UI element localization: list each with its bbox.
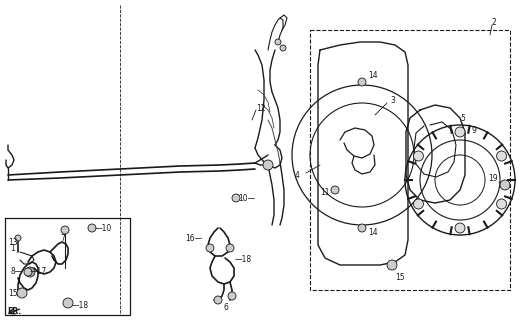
Text: 11: 11: [320, 188, 329, 196]
Text: 15: 15: [395, 274, 405, 283]
Circle shape: [24, 268, 32, 276]
Circle shape: [232, 194, 240, 202]
Circle shape: [414, 151, 424, 161]
Circle shape: [15, 235, 21, 241]
Text: 14: 14: [368, 70, 378, 79]
Circle shape: [275, 39, 281, 45]
Circle shape: [358, 224, 366, 232]
Text: 7: 7: [60, 234, 65, 243]
Text: 5: 5: [460, 114, 465, 123]
Circle shape: [414, 199, 424, 209]
Text: 2: 2: [492, 18, 497, 27]
Circle shape: [226, 244, 234, 252]
Circle shape: [500, 180, 510, 190]
Text: 10—: 10—: [238, 194, 255, 203]
Circle shape: [497, 199, 506, 209]
Text: 4: 4: [295, 171, 300, 180]
Circle shape: [25, 267, 35, 277]
Circle shape: [63, 298, 73, 308]
Circle shape: [61, 226, 69, 234]
Text: —18: —18: [72, 300, 89, 309]
Text: 6: 6: [224, 303, 229, 313]
Text: 1: 1: [10, 244, 15, 252]
Circle shape: [228, 292, 236, 300]
Text: 16—: 16—: [185, 234, 202, 243]
Text: —18: —18: [235, 255, 252, 265]
Circle shape: [331, 186, 339, 194]
Text: 13: 13: [8, 237, 18, 246]
Text: 9: 9: [472, 125, 477, 134]
Text: 15: 15: [8, 289, 18, 298]
Text: —17: —17: [30, 268, 47, 276]
Text: FR.: FR.: [7, 308, 21, 316]
Circle shape: [88, 224, 96, 232]
Circle shape: [497, 151, 506, 161]
Circle shape: [206, 244, 214, 252]
Circle shape: [263, 160, 273, 170]
Circle shape: [455, 223, 465, 233]
Circle shape: [455, 127, 465, 137]
Circle shape: [280, 45, 286, 51]
Text: 19: 19: [488, 173, 498, 182]
Text: 3: 3: [390, 95, 395, 105]
Circle shape: [358, 78, 366, 86]
Text: 8—: 8—: [10, 268, 22, 276]
Circle shape: [17, 288, 27, 298]
Text: 14: 14: [368, 228, 378, 236]
Circle shape: [214, 296, 222, 304]
Text: 12: 12: [256, 103, 266, 113]
Circle shape: [387, 260, 397, 270]
Text: —10: —10: [95, 223, 112, 233]
